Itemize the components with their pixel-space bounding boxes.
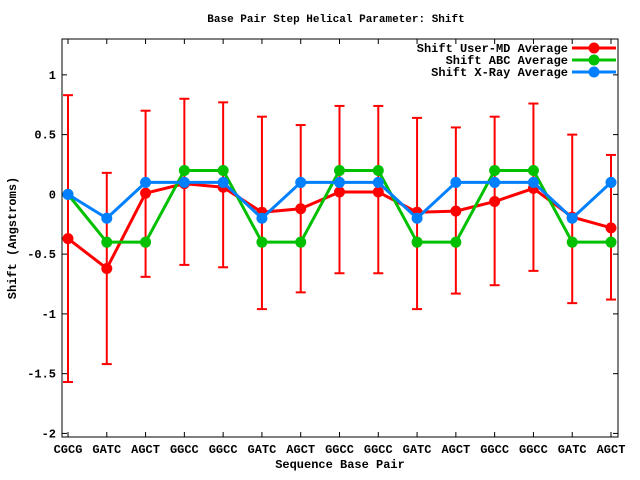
legend-marker-sample xyxy=(588,54,600,66)
data-point-marker xyxy=(295,203,307,215)
x-tick-label: GGCC xyxy=(325,443,354,457)
data-point-marker xyxy=(62,188,74,200)
x-tick-label: GGCC xyxy=(209,443,238,457)
data-point-marker xyxy=(372,186,384,198)
data-point-marker xyxy=(101,236,113,248)
data-point-marker xyxy=(450,236,462,248)
legend-label: Shift User-MD Average xyxy=(417,42,568,56)
y-tick-label: -1 xyxy=(42,308,56,322)
plot-series xyxy=(62,94,617,384)
legend-entry: Shift User-MD Average xyxy=(417,42,616,56)
data-point-marker xyxy=(178,164,190,176)
x-tick-label: GATC xyxy=(248,443,277,457)
x-tick-label: GATC xyxy=(558,443,587,457)
data-point-marker xyxy=(178,176,190,188)
x-tick-label: GGCC xyxy=(519,443,548,457)
x-tick-label: CGCG xyxy=(54,443,83,457)
y-tick-label: 1 xyxy=(49,69,56,83)
data-point-marker xyxy=(334,186,345,198)
data-point-marker xyxy=(566,236,578,248)
x-tick-label: GATC xyxy=(92,443,121,457)
data-point-marker xyxy=(566,212,578,224)
data-point-marker xyxy=(334,176,345,188)
x-tick-label: GGCC xyxy=(170,443,199,457)
data-point-marker xyxy=(527,176,539,188)
legend-label: Shift ABC Average xyxy=(446,54,568,68)
data-point-marker xyxy=(256,212,268,224)
y-tick-label: -1.5 xyxy=(27,368,56,382)
x-tick-label: AGCT xyxy=(131,443,160,457)
data-point-marker xyxy=(62,233,74,245)
legend-marker-sample xyxy=(588,66,600,78)
legend-entry: Shift ABC Average xyxy=(446,54,616,68)
y-tick-label: 0 xyxy=(49,188,56,202)
data-point-marker xyxy=(372,176,384,188)
x-tick-label: GGCC xyxy=(364,443,393,457)
data-point-marker xyxy=(140,187,152,199)
y-tick-label: -0.5 xyxy=(27,248,56,262)
data-point-marker xyxy=(411,212,423,224)
plot-axes: 1 0.5 0 -0.5 -1 -1.5 -2 CGCG GATC AGCT GGCC GGCC GAT… xyxy=(27,38,626,457)
x-tick-label: GATC xyxy=(403,443,432,457)
x-tick-label: AGCT xyxy=(441,443,470,457)
data-point-marker xyxy=(450,176,462,188)
data-point-marker xyxy=(489,164,501,176)
data-point-marker xyxy=(101,262,113,274)
data-point-marker xyxy=(256,236,268,248)
x-tick-label: GGCC xyxy=(480,443,509,457)
legend-entry: Shift X-Ray Average xyxy=(431,66,616,80)
data-point-marker xyxy=(140,236,152,248)
data-point-marker xyxy=(334,164,345,176)
data-point-marker xyxy=(605,236,617,248)
x-tick-label: AGCT xyxy=(597,443,626,457)
data-point-marker xyxy=(489,196,501,208)
data-point-marker xyxy=(411,236,423,248)
data-point-marker xyxy=(605,222,617,234)
y-tick-label: -2 xyxy=(42,427,56,441)
data-point-marker xyxy=(372,164,384,176)
y-axis-label: Shift (Angstroms) xyxy=(6,177,20,299)
y-tick-label: 0.5 xyxy=(34,129,56,143)
data-point-marker xyxy=(295,236,307,248)
data-point-marker xyxy=(295,176,307,188)
x-axis-label: Sequence Base Pair xyxy=(275,458,405,472)
data-point-marker xyxy=(450,205,462,217)
chart-title: Base Pair Step Helical Parameter: Shift xyxy=(207,14,464,26)
data-point-marker xyxy=(101,212,113,224)
series-shift-x-ray-average xyxy=(62,176,617,224)
data-point-marker xyxy=(605,176,617,188)
data-point-marker xyxy=(489,176,501,188)
legend-label: Shift X-Ray Average xyxy=(431,66,568,80)
data-point-marker xyxy=(527,164,539,176)
legend-marker-sample xyxy=(588,42,600,54)
x-tick-label: AGCT xyxy=(286,443,315,457)
data-point-marker xyxy=(217,176,229,188)
data-point-marker xyxy=(140,176,152,188)
data-point-marker xyxy=(217,164,229,176)
